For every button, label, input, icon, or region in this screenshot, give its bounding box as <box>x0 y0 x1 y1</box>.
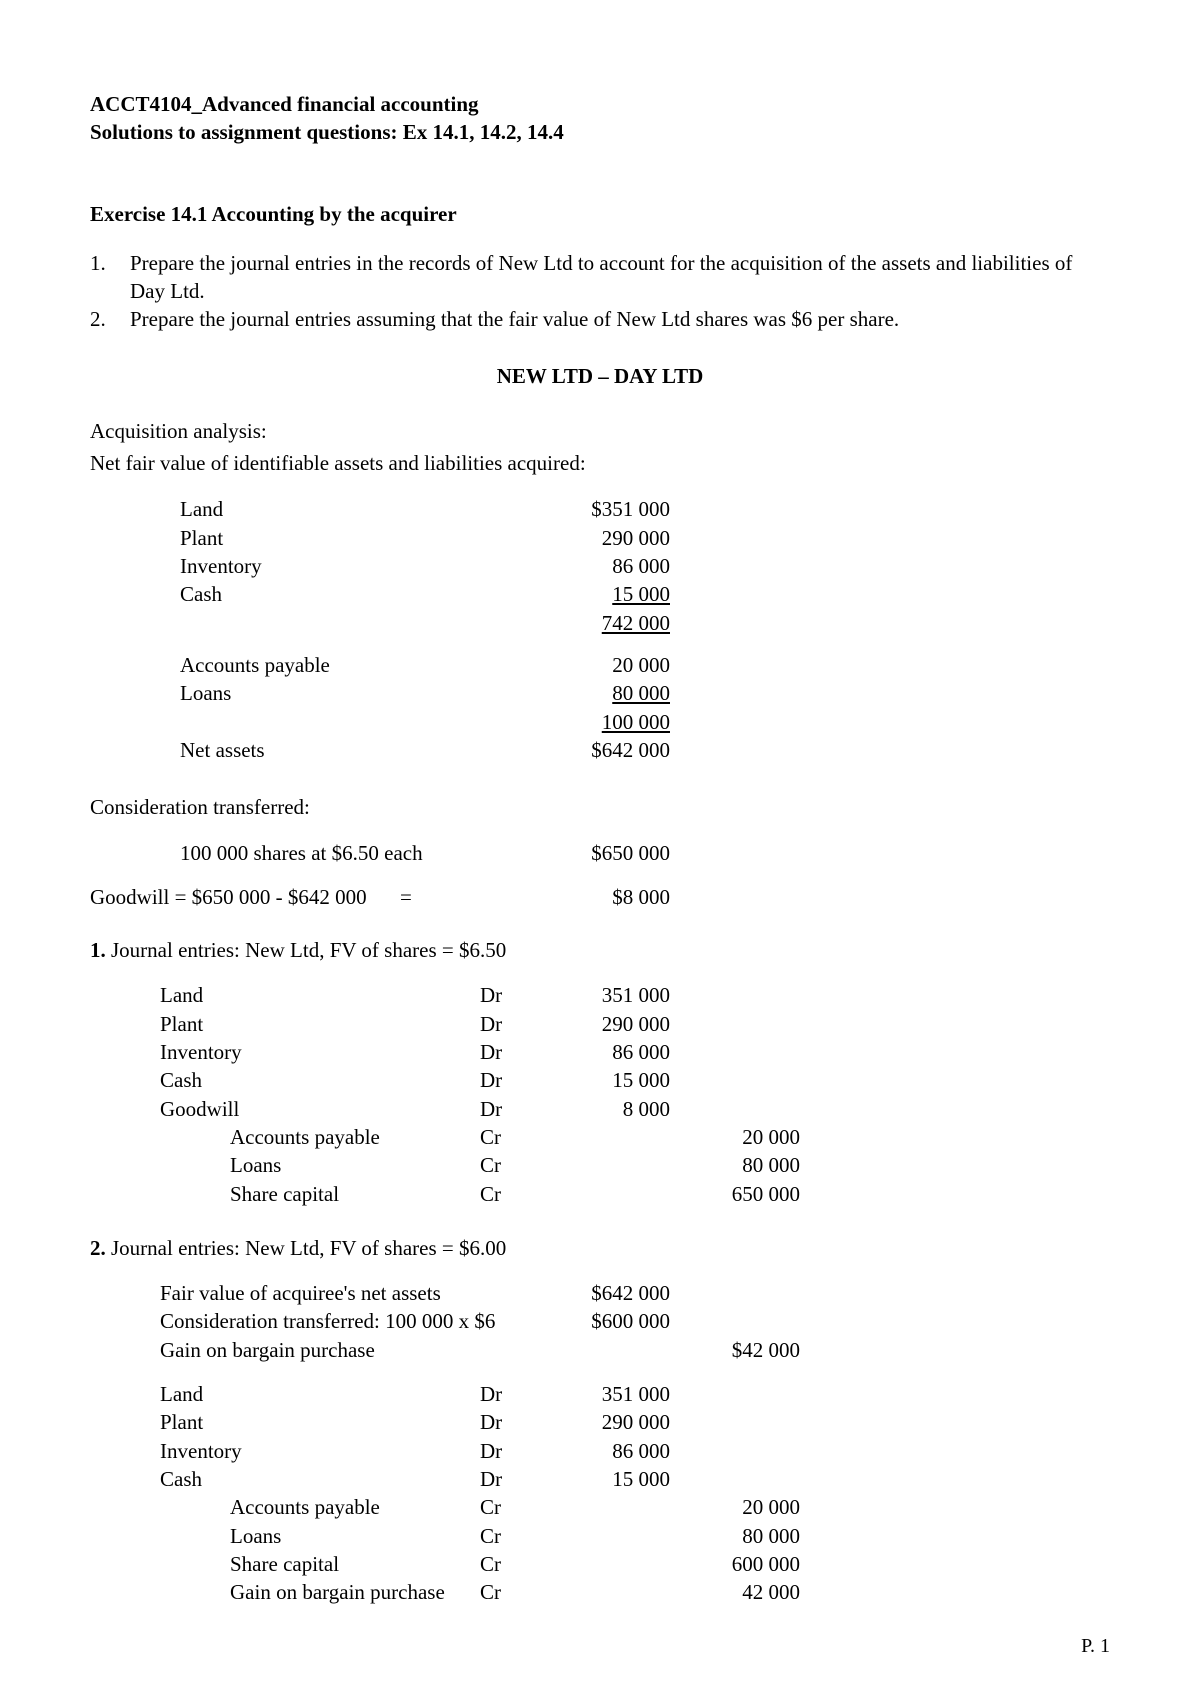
exercise-title: Exercise 14.1 Accounting by the acquirer <box>90 202 1110 227</box>
journal-entry-row: Share capital Cr 600 000 <box>90 1550 1110 1578</box>
question-2: 2. Prepare the journal entries assuming … <box>90 305 1110 333</box>
nfv-label: Net fair value of identifiable assets an… <box>90 449 1110 477</box>
journal-entry-row: Inventory Dr 86 000 <box>90 1038 1110 1066</box>
journal-entry-row: Cash Dr 15 000 <box>90 1465 1110 1493</box>
je2-heading: 2. Journal entries: New Ltd, FV of share… <box>90 1236 1110 1261</box>
consideration-heading: Consideration transferred: <box>90 793 1110 821</box>
assets-table: Land $351 000 Plant 290 000 Inventory 86… <box>90 495 1110 764</box>
consideration-row: 100 000 shares at $6.50 each $650 000 <box>90 839 1110 867</box>
asset-row-cash: Cash 15 000 <box>90 580 1110 608</box>
journal-entry-row: Goodwill Dr 8 000 <box>90 1095 1110 1123</box>
je1-heading: 1. Journal entries: New Ltd, FV of share… <box>90 938 1110 963</box>
journal-entry-row: Plant Dr 290 000 <box>90 1010 1110 1038</box>
goodwill-calculation: Goodwill = $650 000 - $642 000 = $8 000 <box>90 885 1110 910</box>
journal-entry-row: Loans Cr 80 000 <box>90 1151 1110 1179</box>
journal-entry-row: Accounts payable Cr 20 000 <box>90 1123 1110 1151</box>
pre-calc-row: Consideration transferred: 100 000 x $6 … <box>90 1307 1110 1335</box>
consideration-table: 100 000 shares at $6.50 each $650 000 <box>90 839 1110 867</box>
journal-entry-row: Gain on bargain purchase Cr 42 000 <box>90 1578 1110 1606</box>
journal-entry-row: Loans Cr 80 000 <box>90 1522 1110 1550</box>
je2-pre-table: Fair value of acquiree's net assets $642… <box>90 1279 1110 1364</box>
liab-row-loans: Loans 80 000 <box>90 679 1110 707</box>
journal-entry-row: Accounts payable Cr 20 000 <box>90 1493 1110 1521</box>
je1-table: Land Dr 351 000 Plant Dr 290 000 Invento… <box>90 981 1110 1208</box>
parties-heading: NEW LTD – DAY LTD <box>90 364 1110 389</box>
journal-entry-row: Land Dr 351 000 <box>90 1380 1110 1408</box>
journal-entry-row: Plant Dr 290 000 <box>90 1408 1110 1436</box>
question-1-text: Prepare the journal entries in the recor… <box>130 249 1110 306</box>
pre-calc-row: Fair value of acquiree's net assets $642… <box>90 1279 1110 1307</box>
journal-entry-row: Cash Dr 15 000 <box>90 1066 1110 1094</box>
solutions-subtitle: Solutions to assignment questions: Ex 14… <box>90 118 1110 146</box>
pre-calc-row: Gain on bargain purchase $42 000 <box>90 1336 1110 1364</box>
document-page: ACCT4104_Advanced financial accounting S… <box>0 0 1200 1696</box>
journal-entry-row: Land Dr 351 000 <box>90 981 1110 1009</box>
question-1: 1. Prepare the journal entries in the re… <box>90 249 1110 306</box>
list-number: 1. <box>90 249 130 306</box>
course-code-title: ACCT4104_Advanced financial accounting <box>90 90 1110 118</box>
question-2-text: Prepare the journal entries assuming tha… <box>130 305 899 333</box>
journal-entry-row: Share capital Cr 650 000 <box>90 1180 1110 1208</box>
page-number: P. 1 <box>1081 1635 1110 1658</box>
je2-table: Land Dr 351 000 Plant Dr 290 000 Invento… <box>90 1380 1110 1607</box>
question-list: 1. Prepare the journal entries in the re… <box>90 249 1110 334</box>
liab-row-ap: Accounts payable 20 000 <box>90 651 1110 679</box>
asset-row-inventory: Inventory 86 000 <box>90 552 1110 580</box>
journal-entry-row: Inventory Dr 86 000 <box>90 1437 1110 1465</box>
asset-subtotal: 742 000 <box>90 609 1110 637</box>
list-number: 2. <box>90 305 130 333</box>
asset-row-land: Land $351 000 <box>90 495 1110 523</box>
acquisition-analysis-label: Acquisition analysis: <box>90 417 1110 445</box>
liab-subtotal: 100 000 <box>90 708 1110 736</box>
asset-row-plant: Plant 290 000 <box>90 524 1110 552</box>
net-assets-row: Net assets $642 000 <box>90 736 1110 764</box>
